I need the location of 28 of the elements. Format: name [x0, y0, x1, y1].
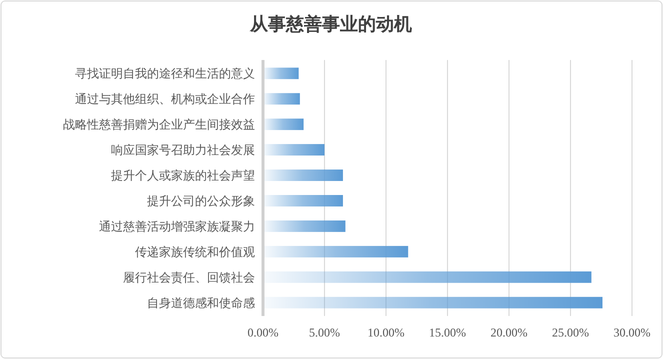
x-tick-label: 20.00% — [490, 326, 528, 340]
y-tick-label: 提升个人或家族的社会声望 — [111, 168, 255, 182]
bar — [263, 170, 343, 181]
x-tick-label: 30.00% — [614, 326, 650, 340]
y-tick-label: 提升公司的公众形象 — [147, 194, 255, 208]
bar — [263, 220, 346, 232]
x-tick-label: 5.00% — [309, 326, 340, 340]
x-tick-label: 25.00% — [552, 326, 589, 340]
chart-title: 从事慈善事业的动机 — [249, 14, 412, 34]
bar — [263, 195, 343, 206]
bar — [263, 296, 602, 308]
x-tick-label: 10.00% — [368, 326, 404, 340]
bar — [263, 246, 408, 258]
y-tick-label: 寻找证明自我的途径和生活的意义 — [75, 66, 255, 81]
y-tick-label: 战略性慈善捐赠为企业产生间接效益 — [63, 118, 255, 132]
y-tick-label: 履行社会责任、回馈社会 — [123, 270, 255, 284]
bar — [263, 68, 299, 80]
y-tick-label: 通过与其他组织、机构或企业合作 — [75, 92, 255, 106]
x-tick-label: 0.00% — [248, 326, 278, 340]
bar — [263, 271, 592, 283]
x-tick-label: 15.00% — [429, 326, 466, 340]
bar — [263, 118, 304, 130]
y-tick-label: 响应国家号召助力社会发展 — [111, 142, 255, 157]
bar — [263, 93, 300, 105]
y-tick-label: 通过慈善活动增强家族凝聚力 — [99, 219, 255, 234]
y-tick-label: 自身道德感和使命感 — [147, 296, 255, 310]
y-tick-label: 传递家族传统和价值观 — [135, 244, 255, 259]
bar — [263, 144, 324, 156]
